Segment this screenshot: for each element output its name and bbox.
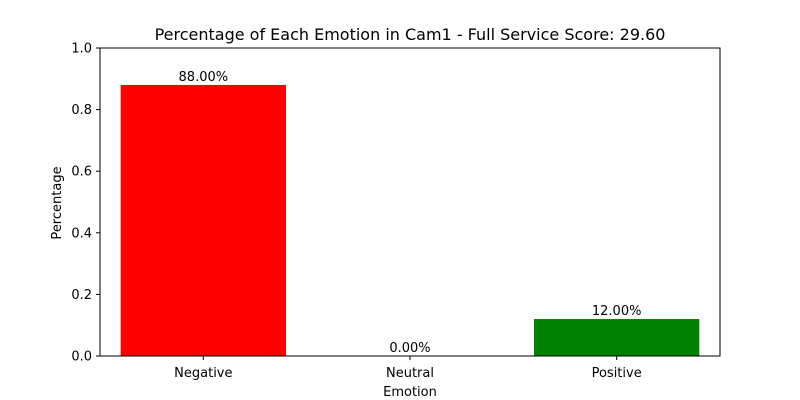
y-tick-label: 0.0 bbox=[71, 350, 92, 365]
y-axis-label: Percentage bbox=[50, 166, 65, 239]
y-tick-label: 0.2 bbox=[71, 288, 92, 303]
x-tick-label-negative: Negative bbox=[174, 366, 232, 381]
y-tick-label: 0.4 bbox=[71, 226, 92, 241]
x-tick-label-positive: Positive bbox=[592, 366, 642, 381]
chart-title: Percentage of Each Emotion in Cam1 - Ful… bbox=[155, 25, 666, 44]
y-tick-label: 0.8 bbox=[71, 103, 92, 118]
plot-frame bbox=[99, 47, 721, 357]
plot-area: 88.00% Negative 0.00% Neutral 12.00% Positive… bbox=[71, 42, 721, 381]
x-axis-label: Emotion bbox=[383, 385, 437, 400]
y-tick-label: 0.6 bbox=[71, 165, 92, 180]
x-tick-label-neutral: Neutral bbox=[386, 366, 434, 381]
data-label-neutral: 0.00% bbox=[389, 341, 430, 356]
bar-negative bbox=[120, 84, 287, 357]
data-label-negative: 88.00% bbox=[179, 70, 229, 85]
data-label-positive: 12.00% bbox=[592, 304, 642, 319]
y-tick-label: 1.0 bbox=[71, 42, 92, 57]
bar-positive bbox=[534, 319, 700, 356]
